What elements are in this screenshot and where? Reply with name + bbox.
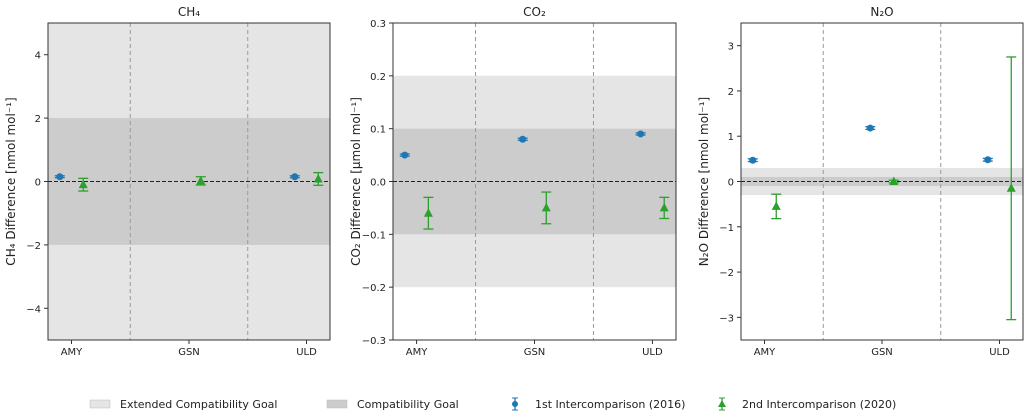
data-point-2020 — [313, 173, 323, 183]
x-tick-label: GSN — [871, 347, 893, 358]
y-tick-label: 0 — [728, 178, 734, 189]
legend: Extended Compatibility Goal Compatibility… — [89, 397, 896, 411]
x-tick-label: AMY — [406, 347, 428, 358]
data-point-2016 — [291, 173, 299, 181]
y-tick-label: −2 — [26, 241, 41, 252]
y-tick-label: −4 — [26, 304, 41, 315]
y-tick-label: −3 — [719, 313, 734, 324]
legend-swatch — [326, 399, 348, 409]
y-tick-label: 3 — [728, 42, 734, 53]
data-point-2016 — [401, 151, 409, 159]
panel-title: N₂O — [870, 5, 893, 19]
data-point-2016 — [637, 130, 645, 138]
x-tick-label: GSN — [524, 347, 546, 358]
panel-1: −0.3 −0.2 −0.1 0.0 0.1 0.2 0.3 AMY GSN ULD CO₂ CO₂ … — [349, 5, 677, 358]
y-tick-label: 1 — [728, 132, 734, 143]
legend-swatch — [89, 399, 111, 409]
panel-title: CH₄ — [178, 5, 200, 19]
legend-triangle-icon — [718, 400, 726, 407]
data-point-2016 — [519, 135, 527, 143]
y-tick-label: 2 — [728, 87, 734, 98]
y-tick-label: −0.1 — [362, 230, 386, 241]
y-axis-label: CO₂ Difference [µmol mol⁻¹] — [349, 97, 363, 266]
data-point-2016 — [56, 173, 64, 181]
legend-item: 1st Intercomparison (2016) — [512, 397, 685, 411]
legend-label: Extended Compatibility Goal — [120, 398, 277, 411]
y-axis-label: N₂O Difference [nmol mol⁻¹] — [697, 97, 711, 266]
data-point-2016 — [749, 156, 757, 164]
legend-item: Compatibility Goal — [326, 398, 459, 411]
panel-0: −4 −2 0 2 4 AMY GSN ULD CH₄ CH₄ Difference [nmol … — [4, 5, 331, 358]
data-point-2020 — [78, 179, 88, 189]
y-tick-label: 0 — [35, 178, 41, 189]
legend-circle-icon — [512, 401, 518, 407]
legend-label: 2nd Intercomparison (2020) — [742, 398, 896, 411]
panel-2: −3 −2 −1 0 1 2 3 AMY GSN ULD N₂O N₂O Difference [nm… — [697, 5, 1024, 358]
y-tick-label: 2 — [35, 114, 41, 125]
data-point-2020 — [423, 208, 433, 217]
y-tick-label: 0.0 — [370, 178, 386, 189]
y-tick-label: −0.3 — [362, 336, 386, 347]
y-tick-label: 0.2 — [370, 72, 386, 83]
data-point-2020 — [889, 176, 899, 185]
data-point-2020 — [771, 201, 781, 210]
data-point-2020 — [196, 175, 206, 185]
data-point-2016 — [866, 124, 874, 132]
data-point-2020 — [541, 202, 551, 212]
panel-title: CO₂ — [523, 5, 546, 19]
y-tick-label: 0.3 — [370, 19, 386, 30]
y-tick-label: 4 — [35, 51, 41, 62]
y-tick-label: −0.2 — [362, 283, 386, 294]
y-tick-label: 0.1 — [370, 125, 386, 136]
legend-item: Extended Compatibility Goal — [89, 398, 277, 411]
legend-item: 2nd Intercomparison (2020) — [718, 397, 896, 411]
legend-label: 1st Intercomparison (2016) — [535, 398, 685, 411]
data-point-2020 — [1006, 183, 1016, 192]
x-tick-label: AMY — [61, 347, 83, 358]
legend-label: Compatibility Goal — [357, 398, 459, 411]
x-tick-label: ULD — [642, 347, 663, 358]
data-point-2020 — [659, 202, 669, 212]
data-point-2016 — [984, 156, 992, 164]
x-tick-label: GSN — [178, 347, 200, 358]
x-tick-label: AMY — [754, 347, 776, 358]
y-tick-label: −2 — [719, 268, 734, 279]
x-tick-label: ULD — [989, 347, 1010, 358]
y-tick-label: −1 — [719, 223, 734, 234]
y-axis-label: CH₄ Difference [nmol mol⁻¹] — [4, 97, 18, 265]
x-tick-label: ULD — [296, 347, 317, 358]
